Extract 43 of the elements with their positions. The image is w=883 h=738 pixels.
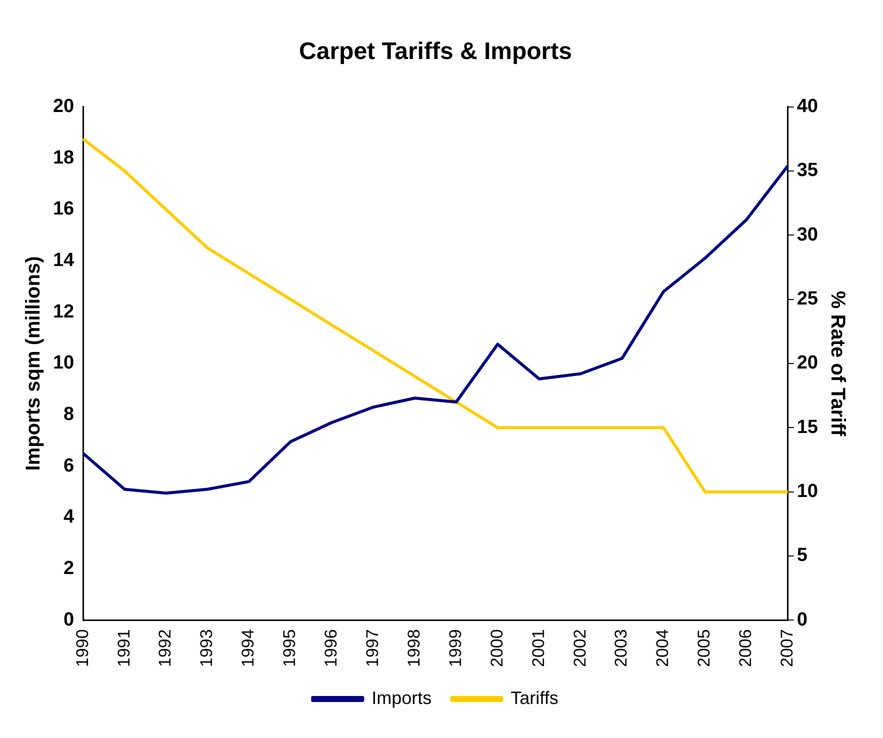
y-tick-label: 4 [64,506,75,528]
y-tick-label: 18 [52,147,74,168]
x-tick-label: 2005 [694,629,714,668]
x-tick-label: 1998 [404,629,424,668]
x-tick-label: 1991 [114,629,134,668]
y-tick-label: 14 [52,250,75,272]
legend-label: Imports [372,688,432,708]
chart-title: Carpet Tariffs & Imports [299,38,572,66]
x-tick-label: 1993 [197,629,216,668]
y2-tick-label: 5 [796,545,808,566]
y2-axis-title: % Rate of Tariff [826,290,848,436]
x-tick-label: 1995 [280,629,300,668]
y-tick-label: 20 [52,96,74,118]
x-tick-label: 2000 [487,629,506,668]
y-tick-label: 0 [64,609,74,630]
x-tick-label: 1996 [322,629,341,668]
y2-tick-label: 25 [796,288,818,310]
y2-tick-label: 35 [796,160,818,182]
y2-tick-label: 20 [796,352,818,374]
x-tick-label: 1994 [238,629,258,668]
y-tick-label: 6 [64,455,74,476]
legend-label: Tariffs [510,688,558,708]
x-tick-label: 2003 [612,629,631,668]
x-tick-label: 2001 [528,629,548,668]
y2-tick-label: 15 [796,416,818,438]
x-tick-label: 2007 [778,629,797,668]
x-tick-label: 2002 [570,629,590,668]
y-tick-label: 2 [64,558,74,580]
x-tick-label: 1997 [363,629,382,668]
y2-tick-label: 10 [796,481,818,502]
x-tick-label: 1999 [446,629,465,668]
y-tick-label: 12 [52,301,74,322]
x-tick-label: 1990 [72,629,92,668]
y2-tick-label: 0 [796,609,808,630]
y-tick-label: 16 [52,198,74,220]
y2-tick-label: 40 [796,96,818,118]
x-tick-label: 1992 [156,629,175,668]
x-tick-label: 2006 [736,629,756,668]
y-tick-label: 8 [64,404,74,426]
y2-tick-label: 30 [796,224,818,246]
y-axis-title: Imports sqm (millions) [22,256,45,471]
x-tick-label: 2004 [653,629,672,668]
y-tick-label: 10 [52,352,74,374]
